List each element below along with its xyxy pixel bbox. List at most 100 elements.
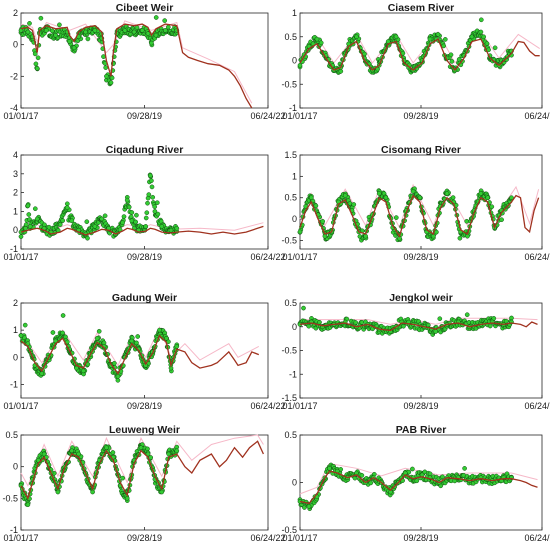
observed-point bbox=[383, 195, 389, 201]
observed-point bbox=[347, 201, 353, 206]
observed-point bbox=[359, 473, 365, 478]
observed-point bbox=[34, 66, 40, 71]
observed-point bbox=[414, 478, 420, 484]
y-tick-label: -1 bbox=[289, 103, 297, 113]
x-axis: 01/01/17 09/28/19 06/24/22 bbox=[282, 105, 550, 121]
observed-point bbox=[108, 80, 114, 86]
panel-title: Cibeet Weir bbox=[116, 2, 174, 14]
observed-point bbox=[450, 195, 456, 200]
model-line bbox=[299, 470, 538, 505]
observed-point bbox=[126, 204, 132, 210]
observed-point bbox=[92, 28, 98, 33]
observed-point bbox=[39, 371, 45, 376]
x-tick-label: 01/01/17 bbox=[282, 252, 317, 262]
x-tick-label: 01/01/17 bbox=[3, 401, 38, 411]
x-tick-label: 06/24/22 bbox=[250, 533, 285, 543]
panel-leuweng-weir: Leuweng Weir -1 -0.5 0 0.5 01/01/17 09/28/19… bbox=[2, 424, 285, 543]
observed-point bbox=[464, 312, 470, 318]
observed-point bbox=[25, 29, 31, 35]
observed-point bbox=[155, 211, 161, 217]
observed-point bbox=[71, 45, 77, 51]
observed-point bbox=[427, 471, 433, 477]
observed-point bbox=[449, 59, 455, 64]
x-tick-label: 09/28/19 bbox=[127, 252, 162, 262]
observed-point bbox=[153, 32, 159, 38]
x-tick-label: 01/01/17 bbox=[3, 252, 38, 262]
observed-point bbox=[433, 329, 439, 334]
y-axis: -1.5 -1 -0.5 0 0.5 bbox=[281, 298, 303, 403]
observed-point bbox=[152, 209, 158, 214]
x-tick-label: 01/01/17 bbox=[282, 533, 317, 543]
observed-point bbox=[308, 195, 314, 201]
observed-point bbox=[83, 29, 88, 35]
observed-point bbox=[162, 18, 168, 23]
x-tick-label: 06/24/22 bbox=[250, 252, 285, 262]
observed-point bbox=[122, 28, 128, 33]
observed-point bbox=[297, 229, 303, 235]
observed-point bbox=[469, 34, 475, 40]
observed-point bbox=[462, 466, 467, 471]
data-layer bbox=[18, 434, 264, 508]
observed-point bbox=[96, 328, 102, 334]
observed-point bbox=[478, 29, 484, 35]
observed-point bbox=[109, 75, 115, 81]
y-tick-label: 2 bbox=[13, 8, 18, 18]
x-axis: 01/01/17 09/28/19 06/24/22 bbox=[3, 105, 286, 121]
panel-gadung-weir: Gadung Weir -1 0 1 2 01/01/17 09/28/19 06/24/… bbox=[3, 292, 285, 411]
spread-line bbox=[20, 326, 260, 367]
observed-point bbox=[162, 28, 168, 33]
y-tick-label: 1 bbox=[292, 171, 297, 181]
data-layer bbox=[18, 313, 260, 383]
y-tick-label: 1 bbox=[13, 325, 18, 335]
panel-title: PAB River bbox=[396, 424, 447, 436]
observed-point bbox=[478, 191, 484, 196]
observed-point bbox=[120, 220, 125, 226]
model-line bbox=[20, 440, 264, 500]
observed-point bbox=[354, 34, 359, 40]
y-tick-label: -0.5 bbox=[2, 493, 18, 503]
observed-point bbox=[499, 217, 504, 223]
model-line bbox=[20, 334, 260, 375]
observed-point bbox=[69, 448, 75, 454]
observed-point bbox=[442, 37, 448, 42]
panel-title: Cisomang River bbox=[381, 144, 461, 156]
model-line bbox=[299, 194, 540, 238]
panel-title: Ciasem River bbox=[388, 2, 455, 14]
x-tick-label: 09/28/19 bbox=[127, 533, 162, 543]
y-tick-label: 2 bbox=[13, 188, 18, 198]
x-axis: 01/01/17 09/28/19 06/24/22 bbox=[282, 527, 550, 543]
y-axis: -1 -0.5 0 0.5 bbox=[2, 430, 24, 535]
observed-point bbox=[80, 368, 86, 374]
observed-point bbox=[154, 200, 160, 206]
model-line bbox=[299, 38, 540, 72]
y-axis: -4 -2 0 2 bbox=[10, 8, 24, 113]
y-tick-label: 0 bbox=[292, 478, 297, 488]
observed-point bbox=[484, 41, 490, 46]
observed-point bbox=[76, 451, 82, 457]
observed-point bbox=[159, 489, 165, 495]
observed-point bbox=[144, 210, 150, 216]
y-axis: -0.5 0 0.5 1 1.5 bbox=[281, 150, 303, 245]
observed-point bbox=[314, 36, 320, 42]
observed-point bbox=[44, 28, 49, 33]
observed-point bbox=[27, 21, 32, 26]
observed-point bbox=[509, 315, 514, 321]
observed-point bbox=[50, 330, 56, 335]
x-tick-label: 09/28/19 bbox=[403, 252, 438, 262]
y-tick-label: -1 bbox=[10, 244, 18, 254]
observed-point bbox=[124, 495, 130, 501]
observed-point bbox=[149, 178, 154, 184]
y-axis: -1 -0.5 0 0.5 1 bbox=[281, 8, 303, 113]
y-tick-label: -1 bbox=[289, 369, 297, 379]
panel-title: Leuweng Weir bbox=[109, 424, 180, 436]
observed-point bbox=[487, 323, 493, 329]
y-tick-label: 0.5 bbox=[284, 32, 297, 42]
y-tick-label: -0.5 bbox=[281, 79, 297, 89]
observed-points bbox=[297, 305, 514, 337]
observed-point bbox=[32, 206, 38, 212]
x-tick-label: 09/28/19 bbox=[403, 533, 438, 543]
observed-point bbox=[481, 34, 487, 40]
observed-point bbox=[145, 200, 150, 206]
plot-area bbox=[299, 302, 543, 399]
